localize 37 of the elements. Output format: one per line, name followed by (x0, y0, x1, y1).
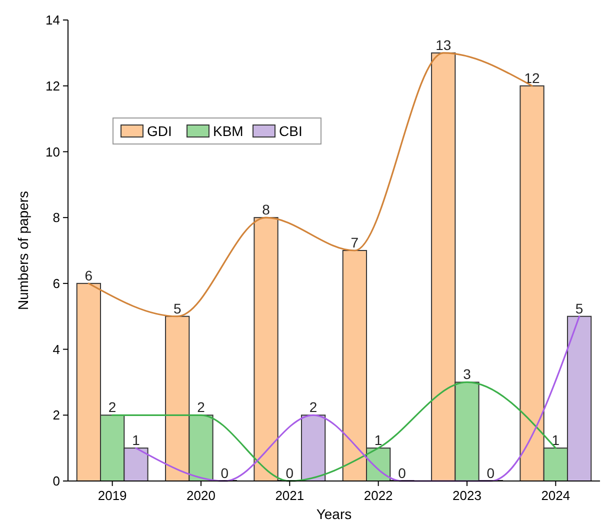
data-label: 6 (84, 267, 93, 284)
data-label: 5 (575, 300, 584, 316)
data-label: 1 (552, 432, 560, 448)
y-tick-label: 12 (46, 78, 60, 94)
data-label: 5 (173, 300, 182, 316)
data-label: 2 (309, 399, 318, 416)
legend-label: CBI (279, 123, 302, 139)
y-tick-label: 6 (52, 276, 60, 291)
data-label: 8 (262, 202, 270, 218)
data-label: 13 (436, 36, 452, 53)
x-axis-title: Years (316, 506, 352, 522)
x-tick-label: 2022 (364, 488, 393, 503)
data-label: 1 (132, 432, 140, 448)
data-label: 1 (374, 432, 382, 448)
data-label: 7 (350, 234, 359, 250)
data-label: 2 (108, 399, 116, 416)
y-tick-label: 4 (52, 342, 60, 357)
y-tick-label: 2 (52, 408, 60, 423)
data-label: 0 (486, 465, 495, 481)
y-tick-label: 0 (52, 474, 60, 489)
x-tick-label: 2019 (98, 488, 127, 503)
y-tick-label: 14 (46, 12, 60, 28)
data-label: 0 (398, 465, 406, 481)
data-label: 2 (197, 399, 206, 416)
x-tick-label: 2020 (186, 488, 216, 503)
y-axis-title: Numbers of papers (15, 190, 31, 310)
legend-label: GDI (147, 123, 172, 139)
data-label: 12 (524, 70, 540, 86)
x-tick-label: 2024 (541, 488, 570, 503)
data-label: 0 (220, 465, 229, 481)
x-tick-label: 2023 (452, 488, 482, 503)
x-tick-label: 2021 (275, 488, 304, 503)
legend-label: KBM (213, 123, 244, 139)
data-label: 0 (286, 465, 294, 481)
y-tick-label: 8 (52, 210, 60, 226)
data-label: 3 (463, 366, 472, 382)
y-tick-label: 10 (46, 144, 60, 160)
